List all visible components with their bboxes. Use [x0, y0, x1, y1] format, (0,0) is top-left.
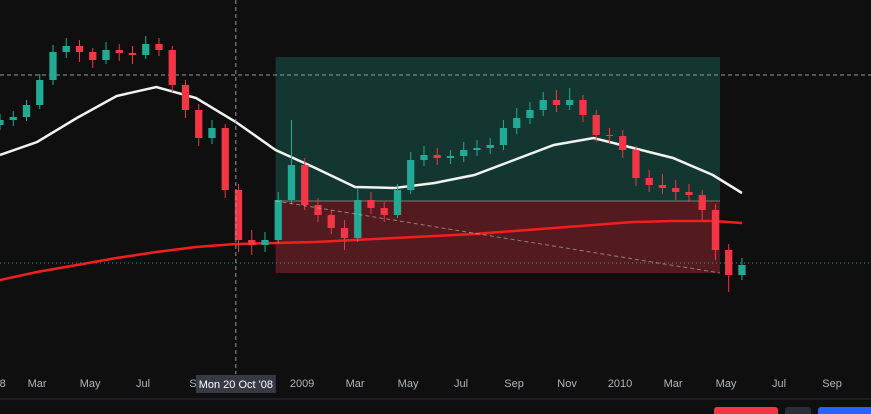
candle-body: [579, 100, 587, 115]
candle-body: [354, 200, 362, 238]
x-tick-label: May: [716, 378, 737, 390]
candle-body: [513, 118, 521, 128]
x-tick-label: Sep: [504, 378, 524, 390]
x-tick-label: 2010: [608, 378, 632, 390]
toolbar-bg: [0, 399, 871, 414]
candle-body: [89, 52, 97, 60]
candle-body: [605, 135, 614, 136]
candle-body: [658, 185, 667, 188]
candle-body: [287, 165, 296, 200]
candle-body: [486, 145, 494, 148]
candle-body: [619, 136, 627, 150]
candle-body: [446, 156, 455, 158]
candle-body: [155, 44, 163, 50]
candle-body: [367, 200, 375, 208]
candle-body: [221, 128, 229, 190]
x-tick-label: May: [80, 378, 101, 390]
candle-body: [181, 85, 190, 110]
candle-body: [168, 50, 176, 85]
candle-body: [0, 120, 4, 125]
candle-body: [698, 195, 706, 210]
toolbar: [0, 398, 871, 414]
candle-body: [380, 208, 388, 215]
candle-body: [248, 240, 256, 245]
x-tick-label: Mar: [346, 378, 365, 390]
candle-body: [75, 46, 84, 52]
crosshair-label-bg: [195, 375, 276, 393]
position-diagonal: [275, 200, 721, 274]
candle-body: [340, 228, 349, 238]
buy-button[interactable]: [818, 407, 871, 414]
candle-body: [738, 265, 746, 275]
moving-average: [0, 219, 743, 282]
candle-body: [62, 46, 70, 52]
candle-body: [592, 115, 600, 135]
sell-button[interactable]: [714, 407, 778, 414]
overlay: Mon 20 Oct '08: [195, 0, 276, 393]
candle-body: [22, 105, 31, 117]
candle-body: [725, 250, 733, 275]
moving-average: [0, 85, 743, 195]
candle-body: [208, 128, 216, 138]
x-tick-label: Sep: [822, 378, 842, 390]
x-tick-label: 2009: [290, 378, 314, 390]
candle-body: [433, 155, 441, 158]
candle-body: [499, 128, 508, 145]
candle-body: [711, 210, 720, 250]
candle-body: [234, 190, 243, 240]
candle-body: [539, 100, 547, 110]
candle-body: [393, 190, 402, 215]
candle-body: [460, 150, 468, 156]
x-tick-label: 8: [0, 378, 6, 390]
candle-body: [301, 165, 309, 205]
candle-body: [49, 52, 57, 80]
candle-body: [566, 100, 574, 105]
x-axis: 8MarMayJulSe2009MarMayJulSepNov2010MarMa…: [0, 378, 842, 390]
candle-body: [672, 188, 680, 192]
candle-body: [115, 50, 123, 53]
candle-body: [420, 155, 428, 160]
candle-body: [261, 240, 269, 245]
crosshair-label: Mon 20 Oct '08: [199, 379, 273, 391]
candle-body: [685, 192, 693, 195]
candle-body: [128, 53, 137, 55]
candle-body: [36, 80, 44, 105]
x-tick-label: Jul: [772, 378, 786, 390]
x-tick-label: May: [398, 378, 419, 390]
candle-body: [632, 150, 640, 178]
candle-body: [645, 178, 653, 185]
candle-body: [407, 160, 415, 190]
x-tick-label: Nov: [557, 378, 577, 390]
x-tick-label: Jul: [454, 378, 468, 390]
candle-body: [195, 110, 203, 138]
candle-body: [552, 100, 561, 105]
plot-area: [0, 36, 871, 292]
candle-body: [327, 215, 335, 228]
candle-body: [274, 200, 282, 240]
x-tick-label: Mar: [28, 378, 47, 390]
quantity-button[interactable]: [785, 407, 811, 414]
candle-body: [314, 205, 322, 215]
x-tick-label: Mar: [664, 378, 683, 390]
x-tick-label: Jul: [136, 378, 150, 390]
candle-body: [102, 50, 110, 60]
candle-body: [142, 44, 150, 55]
candle-body: [9, 117, 17, 120]
profit-zone: [275, 57, 720, 201]
candle-body: [473, 148, 481, 150]
candle-body: [526, 110, 534, 118]
